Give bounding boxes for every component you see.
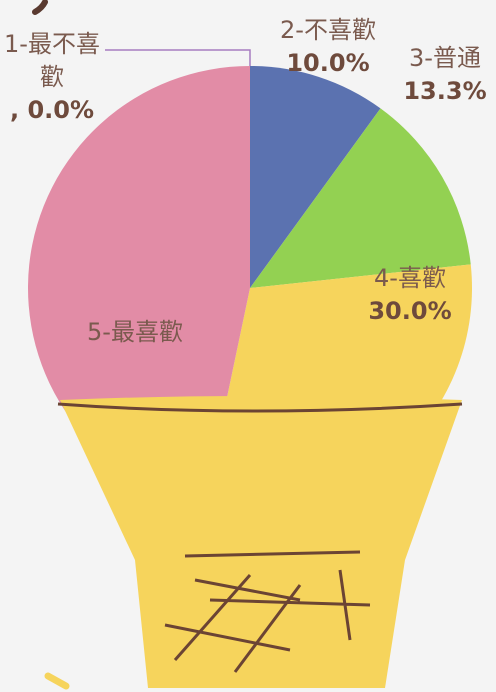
value-label: , 0.0% — [9, 96, 95, 124]
cone-rim — [57, 402, 463, 413]
pie-slice — [250, 66, 381, 288]
slice-label: 5-最喜歡 — [80, 316, 190, 349]
cone-pattern — [164, 550, 371, 673]
category-label: 5-最喜歡 — [87, 318, 183, 346]
value-label: 13.3% — [403, 77, 487, 105]
cone — [60, 396, 462, 688]
slice-label: 3-普通 13.3% — [395, 42, 495, 108]
pie-slice — [250, 108, 471, 288]
category-label: 4-喜歡 — [374, 264, 446, 292]
slice-label: 1-最不喜歡 , 0.0% — [2, 28, 102, 127]
decor — [32, 0, 48, 15]
category-label: 1-最不喜歡 — [4, 30, 100, 91]
value-label: 30.0% — [368, 297, 452, 325]
category-label: 2-不喜歡 — [280, 16, 376, 44]
leader-line — [105, 49, 251, 66]
decor — [44, 672, 70, 690]
value-label: 10.0% — [286, 49, 370, 77]
slice-label: 4-喜歡 30.0% — [358, 262, 462, 328]
category-label: 3-普通 — [409, 44, 481, 72]
slice-label: 2-不喜歡 10.0% — [278, 14, 378, 80]
pie-slice — [28, 66, 250, 506]
